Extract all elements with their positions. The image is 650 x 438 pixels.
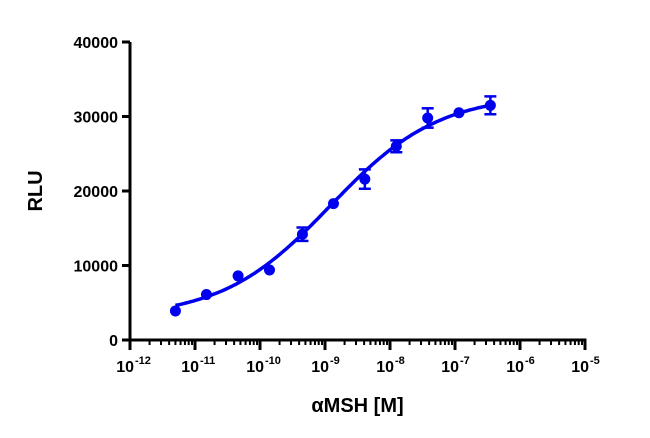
y-tick-label: 10000 bbox=[74, 259, 119, 276]
x-tick-label: 10 bbox=[441, 359, 459, 376]
x-tick-exponent: -8 bbox=[395, 355, 405, 367]
data-point bbox=[263, 264, 275, 276]
x-tick-exponent: -10 bbox=[265, 355, 281, 367]
y-tick-label: 40000 bbox=[74, 35, 119, 52]
data-point bbox=[200, 289, 212, 301]
data-point bbox=[359, 173, 371, 185]
data-point bbox=[327, 198, 339, 210]
x-tick-label: 10 bbox=[116, 359, 134, 376]
x-tick-label: 10 bbox=[181, 359, 199, 376]
x-tick-label: 10 bbox=[506, 359, 524, 376]
y-axis-title: RLU bbox=[25, 170, 47, 211]
x-tick-exponent: -12 bbox=[135, 355, 151, 367]
y-tick-label: 30000 bbox=[74, 110, 119, 127]
x-tick-label: 10 bbox=[311, 359, 329, 376]
x-tick-exponent: -11 bbox=[200, 355, 215, 367]
y-axis: 0 10000 20000 30000 40000 bbox=[74, 35, 132, 350]
x-tick-exponent: -5 bbox=[590, 355, 600, 367]
data-point bbox=[390, 140, 402, 152]
data-point bbox=[232, 270, 244, 282]
x-tick-exponent: -7 bbox=[460, 355, 470, 367]
y-tick-label: 0 bbox=[109, 333, 118, 350]
x-tick-exponent: -6 bbox=[525, 355, 535, 367]
data-point bbox=[484, 99, 496, 111]
x-tick-label: 10 bbox=[246, 359, 264, 376]
data-points-layer bbox=[169, 95, 497, 317]
x-axis: 10 -12 10 -11 10 -10 10 -9 10 -8 10 -7 10 -6 10 -5 bbox=[116, 338, 600, 376]
data-point bbox=[296, 228, 308, 240]
data-point bbox=[422, 112, 434, 124]
x-tick-exponent: -9 bbox=[330, 355, 340, 367]
y-tick-label: 20000 bbox=[74, 184, 119, 201]
x-tick-label: 10 bbox=[571, 359, 589, 376]
x-tick-label: 10 bbox=[376, 359, 394, 376]
data-point bbox=[169, 305, 181, 317]
data-point bbox=[453, 107, 465, 119]
x-axis-title: αMSH [M] bbox=[311, 395, 403, 417]
